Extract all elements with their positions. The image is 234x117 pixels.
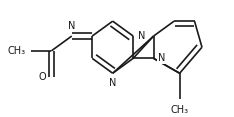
Text: N: N [68, 21, 75, 31]
Text: CH₃: CH₃ [7, 46, 25, 56]
Text: N: N [109, 78, 116, 88]
Text: CH₃: CH₃ [171, 105, 189, 115]
Text: O: O [38, 72, 46, 82]
Text: N: N [138, 31, 145, 41]
Text: N: N [158, 53, 166, 63]
